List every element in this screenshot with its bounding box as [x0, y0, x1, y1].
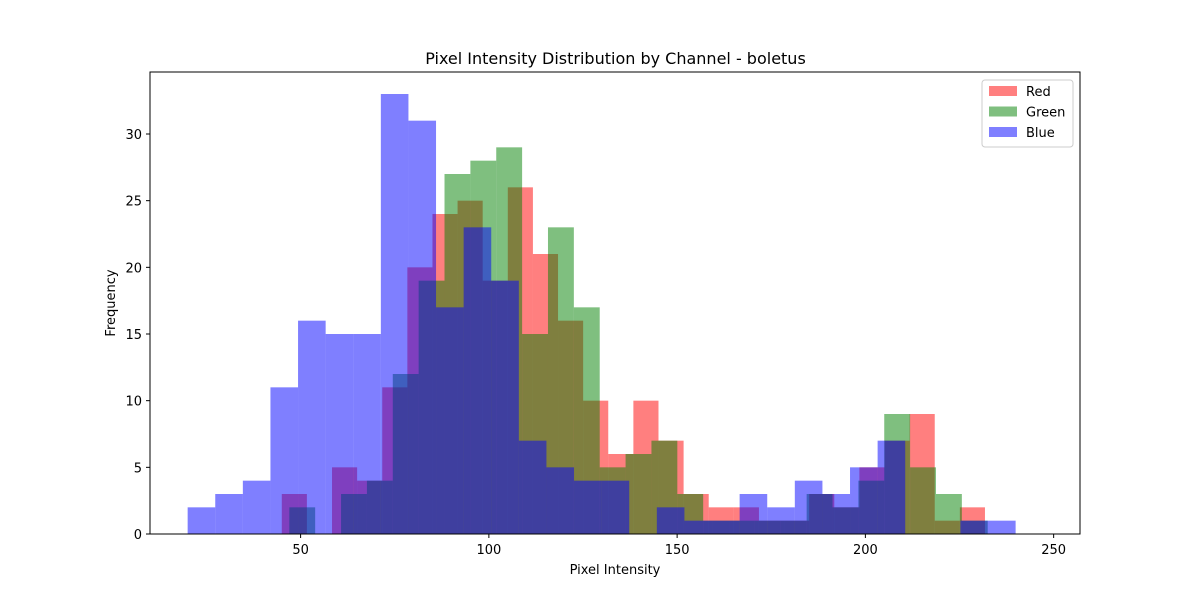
bar-blue-1 [215, 494, 243, 534]
bar-blue-3 [270, 387, 299, 534]
bar-blue-20 [739, 494, 768, 534]
chart-title: Pixel Intensity Distribution by Channel … [425, 49, 806, 68]
plot-frame [149, 71, 1081, 535]
bar-green-25 [935, 494, 962, 534]
x-tick-label: 250 [1041, 543, 1066, 558]
bar-green-13 [625, 454, 652, 534]
bar-blue-18 [684, 520, 713, 534]
bar-blue-11 [491, 280, 519, 534]
bar-blue-25 [877, 440, 906, 534]
bar-blue-4 [298, 320, 326, 534]
legend-swatch-red [989, 86, 1017, 96]
y-tick-label: 25 [125, 195, 142, 210]
bar-blue-9 [436, 307, 464, 534]
legend-swatch-blue [989, 127, 1017, 137]
y-tick-label: 20 [125, 261, 142, 276]
bar-blue-24 [850, 467, 878, 534]
legend-label-red: Red [1026, 85, 1051, 100]
y-tick-label: 5 [134, 461, 142, 476]
legend: Red Green Blue [981, 79, 1074, 148]
x-tick-label: 100 [476, 543, 501, 558]
bar-blue-19 [712, 520, 740, 534]
x-axis-label: Pixel Intensity [570, 563, 661, 578]
bar-blue-0 [187, 507, 216, 534]
bar-blue-17 [656, 507, 685, 534]
bar-blue-12 [518, 440, 547, 534]
y-axis-label: Frequency [104, 269, 119, 336]
bar-blue-28 [960, 520, 989, 534]
x-tick-label: 150 [665, 543, 690, 558]
legend-label-blue: Blue [1026, 126, 1055, 141]
y-tick-label: 30 [125, 128, 142, 143]
bar-blue-13 [546, 467, 575, 534]
y-axis-ticks: 0 5 10 15 20 25 30 [125, 128, 150, 543]
legend-swatch-green [989, 106, 1017, 117]
bar-blue-2 [242, 480, 271, 534]
bar-blue-6 [353, 334, 381, 534]
bar-blue-29 [988, 520, 1016, 534]
y-tick-label: 0 [134, 528, 142, 543]
bar-green-24 [910, 467, 936, 534]
bar-blue-14 [574, 480, 602, 534]
bar-blue-21 [767, 507, 795, 534]
x-tick-label: 50 [292, 543, 309, 558]
bar-blue-23 [822, 494, 851, 534]
y-tick-label: 15 [125, 328, 142, 343]
bar-blue-5 [325, 334, 354, 534]
bar-blue-10 [463, 227, 492, 535]
legend-label-green: Green [1026, 106, 1065, 121]
bar-blue-15 [601, 480, 630, 534]
y-tick-label: 10 [125, 395, 142, 410]
x-tick-label: 200 [853, 543, 878, 558]
bar-blue-22 [794, 480, 823, 534]
x-axis-ticks: 50 100 150 200 250 [292, 534, 1066, 558]
bar-blue-8 [408, 120, 437, 535]
bars-layer [187, 94, 1016, 535]
bar-blue-7 [380, 94, 409, 534]
